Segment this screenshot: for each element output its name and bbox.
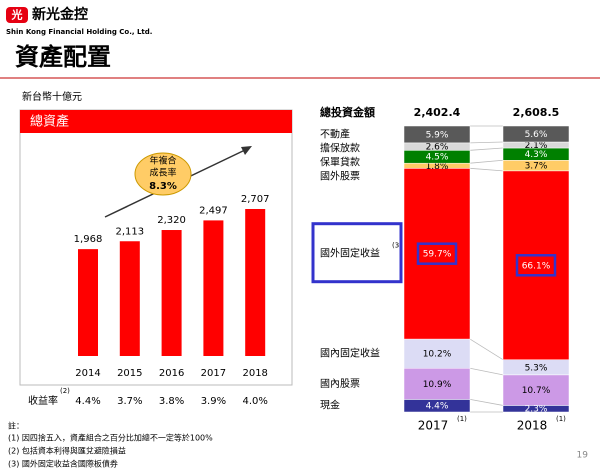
legend-label: 國內固定收益 — [320, 347, 380, 360]
segment-label: 3.7% — [525, 162, 548, 172]
legend-note: (3 — [392, 242, 399, 250]
segment — [502, 125, 570, 143]
yield-value: 3.7% — [117, 396, 142, 407]
yield-label: 收益率 — [28, 394, 58, 407]
bar — [203, 220, 224, 356]
x-tick-note: (1) — [556, 415, 566, 423]
segment-label: 2.3% — [525, 405, 548, 415]
yield-value: 3.9% — [201, 396, 226, 407]
company-name-en: Shin Kong Financial Holding Co., Ltd. — [6, 28, 152, 36]
bar — [119, 241, 140, 356]
segment — [502, 374, 570, 406]
legend-label: 保單貸款 — [320, 155, 360, 168]
bar — [245, 209, 266, 356]
logo-char: 光 — [11, 8, 23, 22]
segment-label: 5.3% — [525, 363, 548, 373]
highlight-box — [515, 254, 557, 277]
bar-value-label: 2,113 — [115, 226, 144, 237]
segment-label: 66.1% — [522, 261, 551, 271]
connector — [469, 367, 504, 376]
growth-arrow-head — [241, 146, 252, 155]
total-label: 總投資金額 — [320, 105, 375, 119]
legend-label: 國外固定收益 — [320, 247, 380, 260]
left-panel-header — [20, 110, 292, 133]
x-tick-label: 2018 — [517, 419, 548, 433]
legend-label: 國內股票 — [320, 378, 360, 390]
page-number: 19 — [577, 451, 589, 461]
segment — [403, 338, 471, 369]
segment-label: 10.9% — [423, 380, 452, 390]
cagr-line: 成長率 — [149, 167, 176, 179]
total-value: 2,402.4 — [414, 106, 461, 119]
connector — [469, 338, 504, 361]
footnote: (3) 國外固定收益含國際板債券 — [8, 459, 118, 469]
segment-label: 2.1% — [525, 141, 548, 151]
segment-label: 10.7% — [522, 386, 551, 396]
segment-label: 4.3% — [525, 150, 548, 160]
legend-label: 現金 — [320, 399, 340, 412]
segment-label: 5.9% — [426, 130, 449, 140]
x-tick-label: 2017 — [201, 368, 226, 379]
segment-label: 1.8% — [426, 162, 449, 172]
highlight-box — [416, 242, 458, 265]
bar-value-label: 1,968 — [74, 234, 103, 245]
x-tick-label: 2017 — [418, 419, 449, 433]
connector — [469, 167, 504, 172]
segment-label: 4.4% — [426, 402, 449, 412]
segment-label: 59.7% — [423, 250, 452, 260]
x-tick-label: 2015 — [117, 368, 142, 379]
cagr-bubble — [134, 152, 192, 196]
highlight-box — [311, 222, 403, 284]
bar — [161, 230, 182, 356]
legend-label: 擔保放款 — [320, 141, 360, 154]
segment — [403, 367, 471, 400]
segment-label: 4.5% — [426, 153, 449, 163]
yield-value: 3.8% — [159, 396, 184, 407]
segment-label: 10.2% — [423, 350, 452, 360]
connector — [469, 141, 504, 144]
company-name: 新光金控 — [32, 6, 88, 23]
bar-value-label: 2,320 — [157, 215, 186, 226]
x-tick-label: 2014 — [75, 368, 100, 379]
bar-value-label: 2,497 — [199, 205, 228, 216]
connector — [469, 159, 504, 164]
legend-label: 國外股票 — [320, 170, 360, 182]
yield-note: (2) — [60, 387, 70, 395]
yield-value: 4.0% — [242, 396, 267, 407]
x-tick-note: (1) — [457, 415, 467, 423]
footnote: 註： — [8, 421, 24, 431]
segment-label: 2.6% — [426, 143, 449, 153]
left-panel-title: 總資產 — [30, 114, 69, 130]
yield-value: 4.4% — [75, 396, 100, 407]
footnote: (1) 因四捨五入，資產組合之百分比加總不一定等於100% — [8, 433, 213, 443]
segment — [403, 168, 471, 340]
slide-title: 資產配置 — [15, 43, 111, 71]
footnote: (2) 包括資本利得與匯兌避險損益 — [8, 446, 126, 456]
bar — [78, 249, 98, 356]
legend-label: 不動產 — [320, 127, 350, 140]
cagr-value: 8.3% — [149, 181, 177, 192]
segment — [502, 170, 570, 360]
total-value: 2,608.5 — [513, 106, 560, 119]
segment-label: 5.6% — [525, 130, 548, 140]
x-tick-label: 2018 — [242, 368, 267, 379]
unit-label: 新台幣十億元 — [22, 90, 82, 103]
logo-mark — [6, 7, 28, 23]
connector — [469, 399, 504, 406]
segment — [403, 125, 471, 144]
connector — [469, 147, 504, 151]
cagr-line: 年複合 — [149, 155, 176, 167]
x-tick-label: 2016 — [159, 368, 184, 379]
bar-value-label: 2,707 — [241, 194, 270, 205]
